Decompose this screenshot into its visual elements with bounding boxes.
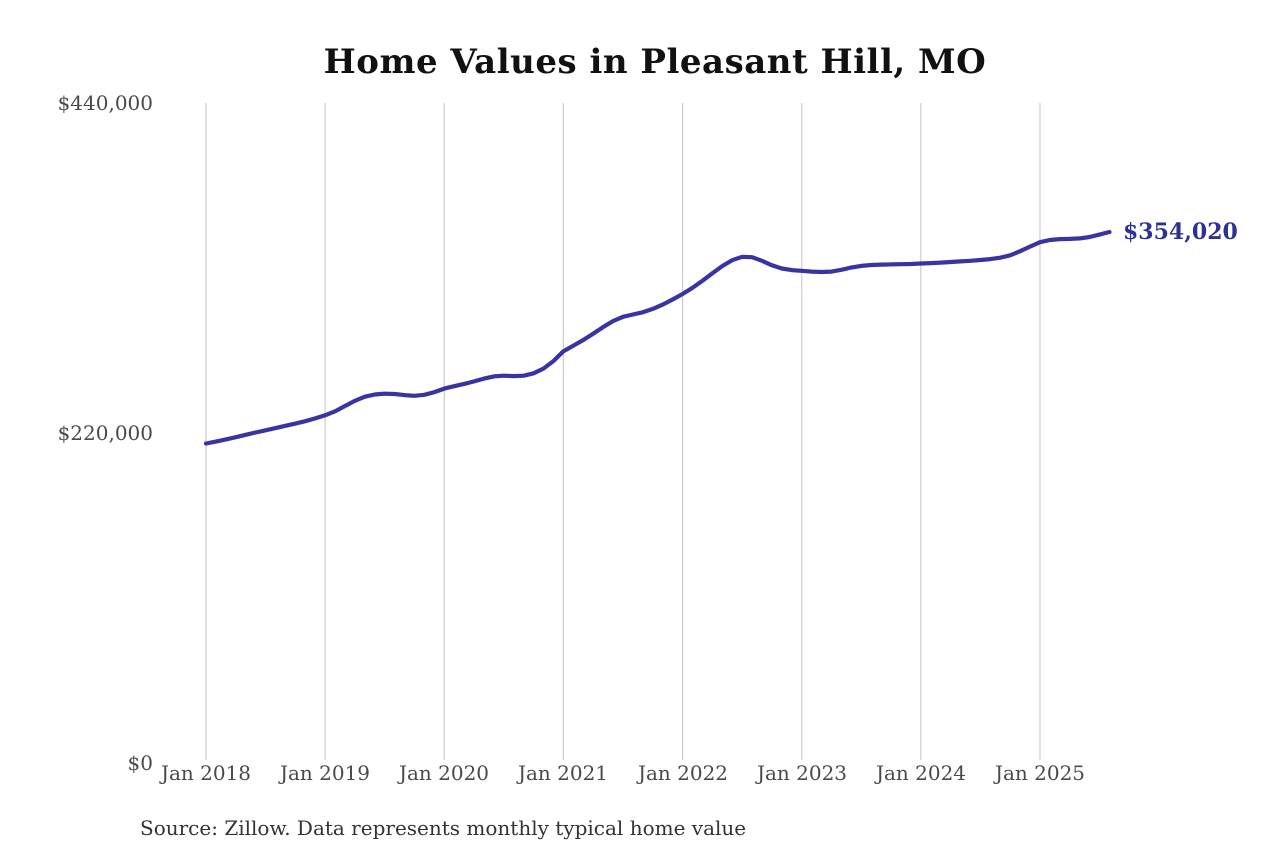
x-tick-label: Jan 2020 (398, 761, 490, 785)
source-attribution: Source: Zillow. Data represents monthly … (140, 816, 747, 840)
y-tick-label: $220,000 (57, 421, 153, 445)
x-tick-label: Jan 2024 (875, 761, 967, 785)
y-tick-label: $0 (127, 751, 153, 775)
chart-title: Home Values in Pleasant Hill, MO (323, 42, 987, 82)
x-tick-label: Jan 2021 (517, 761, 609, 785)
x-tick-label: Jan 2025 (994, 761, 1086, 785)
x-tick-label: Jan 2023 (756, 761, 848, 785)
y-tick-label: $440,000 (57, 91, 153, 115)
last-value-label: $354,020 (1123, 219, 1238, 245)
x-tick-label: Jan 2022 (637, 761, 729, 785)
x-tick-label: Jan 2019 (279, 761, 371, 785)
home-value-series-line (203, 229, 1112, 446)
x-tick-label: Jan 2018 (160, 761, 252, 785)
